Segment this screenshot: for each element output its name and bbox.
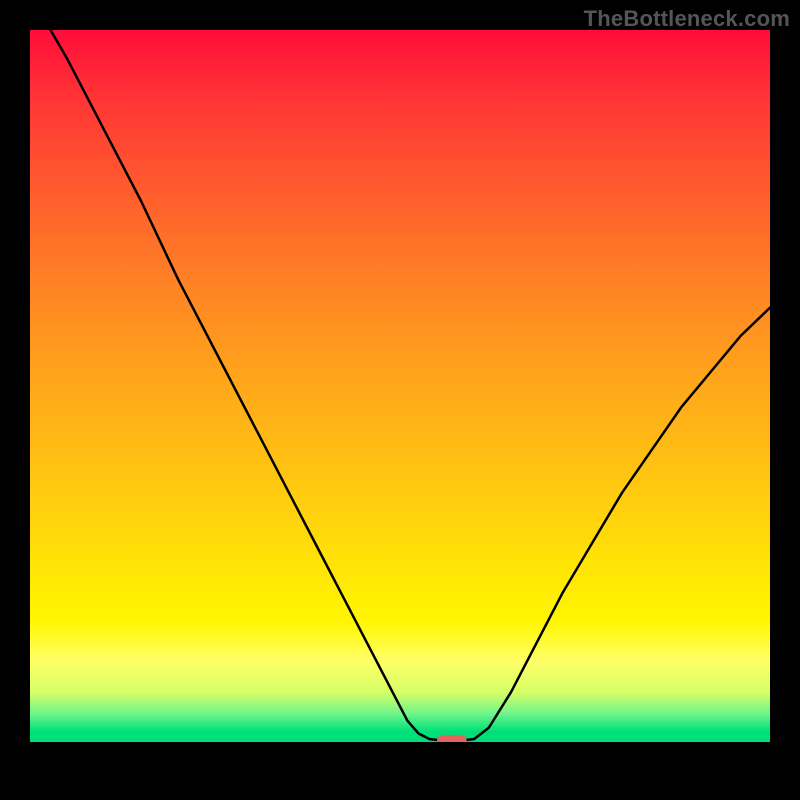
watermark-text: TheBottleneck.com (584, 6, 790, 32)
plot-background (30, 30, 770, 742)
chart-stage: TheBottleneck.com (0, 0, 800, 800)
chart-svg (0, 0, 800, 800)
